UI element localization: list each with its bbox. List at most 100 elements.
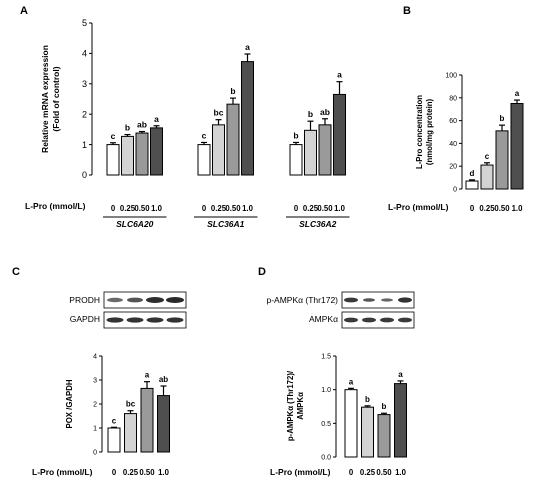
bar-d <box>361 406 374 458</box>
significance-letter-c: ab <box>159 375 168 384</box>
xaxis-label-b: L-Pro (mmol/L) <box>388 202 449 212</box>
x-tick-label-b: 1.0 <box>512 204 524 213</box>
y-tick-label-b: 80 <box>449 95 457 102</box>
y-tick-label-d: 0.5 <box>321 421 331 428</box>
significance-letter-c: bc <box>126 400 136 409</box>
bar-d <box>394 383 407 458</box>
significance-letter-a: c <box>111 131 116 141</box>
y-axis-title-c: POX /GAPDH <box>65 379 74 428</box>
x-tick-label-a: 0 <box>294 204 299 213</box>
y-tick-label-b: 100 <box>445 72 457 79</box>
panel-letter-b: B <box>403 5 411 17</box>
x-tick-label-d: 0.25 <box>360 468 376 477</box>
significance-letter-d: a <box>398 370 403 379</box>
x-tick-label-b: 0.50 <box>494 204 510 213</box>
significance-letter-a: bc <box>214 108 224 118</box>
bar-b <box>465 180 479 190</box>
y-tick-label-b: 60 <box>449 118 457 125</box>
x-tick-label-d: 1.0 <box>395 468 407 477</box>
x-tick-label-a: 0.50 <box>225 204 241 213</box>
significance-letter-a: b <box>125 123 130 133</box>
group-name-a: SLC36A1 <box>207 219 245 229</box>
bar-b <box>510 103 524 190</box>
y-tick-label-c: 3 <box>93 377 97 384</box>
bar-a <box>212 124 225 176</box>
x-tick-label-a: 1.0 <box>334 204 346 213</box>
y-tick-label-d: 0.0 <box>321 454 331 461</box>
significance-letter-b: c <box>485 152 490 161</box>
significance-letter-b: a <box>515 89 520 98</box>
bar-a <box>241 61 254 176</box>
y-tick-label-b: 0 <box>453 186 457 193</box>
x-tick-label-d: 0 <box>349 468 354 477</box>
x-tick-label-c: 0 <box>112 468 117 477</box>
panel-letter-a: A <box>20 5 28 17</box>
y-tick-label-a: 3 <box>82 79 87 89</box>
bar-a <box>106 144 120 176</box>
x-tick-label-b: 0 <box>470 204 475 213</box>
y-tick-label-d: 1.5 <box>321 353 331 360</box>
y-tick-label-a: 2 <box>82 109 87 119</box>
x-tick-label-a: 0.25 <box>120 204 136 213</box>
bar-c <box>157 395 170 453</box>
bar-d <box>377 414 391 458</box>
significance-letter-d: a <box>349 377 354 386</box>
significance-letter-a: ab <box>320 107 330 117</box>
y-tick-label-d: 1.0 <box>321 387 331 394</box>
y-axis-title-b: (nmol/mg protein) <box>425 98 434 165</box>
significance-letter-d: b <box>365 395 370 404</box>
y-axis-title-a: (Fold of control) <box>51 66 61 131</box>
x-tick-label-c: 0.25 <box>123 468 139 477</box>
blot-label-pampk: p-AMPKα (Thr172) <box>266 295 338 305</box>
significance-letter-a: c <box>202 130 207 140</box>
xaxis-label-c: L-Pro (mmol/L) <box>32 467 93 477</box>
x-tick-label-a: 0 <box>202 204 207 213</box>
bar-a <box>289 144 303 176</box>
y-tick-label-a: 4 <box>82 49 87 59</box>
significance-letter-a: b <box>293 130 298 140</box>
bar-d <box>344 389 358 458</box>
bar-a <box>318 124 332 176</box>
panel-letter-c: C <box>12 266 20 278</box>
bar-a <box>333 93 346 176</box>
significance-letter-d: b <box>382 402 387 411</box>
bar-a <box>226 103 240 176</box>
group-name-a: SLC36A2 <box>299 219 337 229</box>
panel-letter-d: D <box>258 266 266 278</box>
y-axis-title-d: p-AMPKα (Thr172)/ <box>286 370 295 441</box>
y-tick-label-b: 40 <box>449 141 457 148</box>
y-axis-title-d: AMPKα <box>296 392 305 420</box>
bar-c <box>140 387 154 453</box>
y-axis-title-a: Relative mRNA expression <box>40 45 50 153</box>
significance-letter-a: b <box>230 86 235 96</box>
x-tick-label-a: 0.50 <box>134 204 150 213</box>
significance-letter-a: ab <box>137 120 147 130</box>
y-tick-label-c: 1 <box>93 425 97 432</box>
significance-letter-a: a <box>154 114 159 124</box>
blot-label-gapdh: GAPDH <box>70 314 100 324</box>
x-tick-label-b: 0.25 <box>479 204 495 213</box>
y-tick-label-c: 0 <box>93 449 97 456</box>
y-tick-label-a: 0 <box>82 170 87 180</box>
significance-letter-b: d <box>470 169 475 178</box>
y-tick-label-c: 2 <box>93 401 97 408</box>
x-tick-label-a: 1.0 <box>242 204 254 213</box>
bar-a <box>197 144 211 176</box>
blot-label-ampk: AMPKα <box>309 314 338 324</box>
y-tick-label-a: 1 <box>82 140 87 150</box>
bar-c <box>124 413 137 453</box>
bar-a <box>304 129 317 176</box>
significance-letter-b: b <box>500 114 505 123</box>
bar-b <box>480 164 494 190</box>
significance-letter-a: a <box>245 42 250 52</box>
significance-letter-c: a <box>145 371 150 380</box>
bar-a <box>121 135 134 176</box>
xaxis-label-d: L-Pro (mmol/L) <box>270 467 331 477</box>
significance-letter-a: a <box>337 70 342 80</box>
group-name-a: SLC6A20 <box>116 219 154 229</box>
y-tick-label-a: 5 <box>82 18 87 28</box>
blot-image-c <box>103 291 187 329</box>
bar-b <box>495 130 509 190</box>
x-tick-label-a: 0 <box>111 204 116 213</box>
